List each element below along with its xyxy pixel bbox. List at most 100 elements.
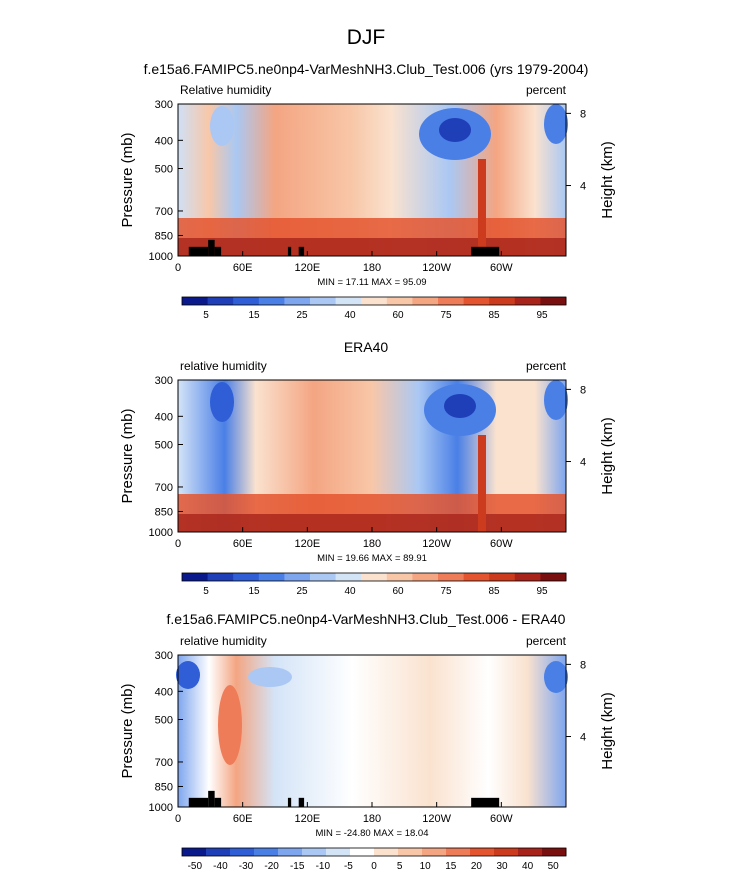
colorbar-swatch xyxy=(233,573,260,581)
colorbar-swatch xyxy=(302,848,327,856)
colorbar-label: -15 xyxy=(290,861,305,872)
colorbar-swatch xyxy=(310,573,337,581)
colorbar-swatch xyxy=(374,848,399,856)
neg-anomaly-2 xyxy=(248,667,292,687)
y-tick-label: 1000 xyxy=(149,802,173,814)
terrain-block xyxy=(214,797,222,807)
colorbar-label: 5 xyxy=(397,861,403,872)
colorbar-swatch xyxy=(254,848,279,856)
colorbar-swatch xyxy=(463,573,490,581)
colorbar-frame xyxy=(181,847,567,857)
units-label: percent xyxy=(526,359,567,373)
colorbar-label: -30 xyxy=(239,861,254,872)
colorbar-label: 15 xyxy=(445,861,457,872)
terrain-block xyxy=(471,797,500,807)
colorbar-label: -20 xyxy=(264,861,279,872)
y2-tick-label: 8 xyxy=(580,384,586,396)
panel-title: f.e15a6.FAMIPC5.ne0np4-VarMeshNH3.Club_T… xyxy=(144,61,589,77)
neg-anomaly xyxy=(176,661,200,689)
y2-tick-label: 8 xyxy=(580,659,586,671)
colorbar-swatch xyxy=(182,848,207,856)
colorbar-label: 40 xyxy=(344,586,356,597)
y2-tick-label: 4 xyxy=(580,181,586,193)
y2-axis-label: Height (km) xyxy=(599,141,616,219)
x-tick-label: 0 xyxy=(175,538,181,550)
dry-spot-east xyxy=(544,104,568,144)
colorbar-swatch xyxy=(386,573,413,581)
x-tick-label: 60E xyxy=(233,262,253,274)
colorbar-swatch xyxy=(350,848,375,856)
y2-axis-label: Height (km) xyxy=(599,417,616,495)
colorbar-label: 95 xyxy=(536,310,548,321)
colorbar-swatch xyxy=(335,573,362,581)
colorbar-swatch xyxy=(230,848,255,856)
colorbar-label: 30 xyxy=(496,861,508,872)
colorbar-label: 40 xyxy=(344,310,356,321)
dry-spot xyxy=(210,382,234,422)
colorbar-label: -5 xyxy=(344,861,353,872)
colorbar-swatch xyxy=(470,848,495,856)
colorbar-swatch xyxy=(310,297,337,305)
y-axis-label: Pressure (mb) xyxy=(119,132,136,227)
x-tick-label: 120E xyxy=(294,813,320,825)
x-tick-label: 60W xyxy=(490,813,513,825)
y-tick-label: 700 xyxy=(155,757,173,769)
y2-tick-label: 4 xyxy=(580,457,586,469)
colorbar-swatch xyxy=(326,848,351,856)
colorbar-swatch xyxy=(540,297,567,305)
colorbar-swatch xyxy=(540,573,567,581)
dry-spot-east xyxy=(544,380,568,420)
colorbar-label: -50 xyxy=(188,861,203,872)
colorbar-frame xyxy=(181,572,567,582)
y2-axis-label: Height (km) xyxy=(599,692,616,770)
min-max-stats: MIN = 19.66 MAX = 89.91 xyxy=(317,553,427,564)
min-max-stats: MIN = -24.80 MAX = 18.04 xyxy=(315,828,428,839)
x-tick-label: 0 xyxy=(175,813,181,825)
terrain-block xyxy=(208,239,215,256)
colorbar-label: 75 xyxy=(440,586,452,597)
colorbar-swatch xyxy=(422,848,447,856)
colorbar-swatch xyxy=(514,573,541,581)
colorbar-label: 50 xyxy=(548,861,560,872)
colorbar-label: 0 xyxy=(371,861,377,872)
colorbar-swatch xyxy=(438,297,465,305)
colorbar-label: 40 xyxy=(522,861,534,872)
y-tick-label: 1000 xyxy=(149,527,173,539)
y-tick-label: 850 xyxy=(155,506,173,518)
surface-moist-band xyxy=(178,514,566,532)
colorbar-swatch xyxy=(438,573,465,581)
colorbar-swatch xyxy=(284,573,311,581)
colorbar-frame xyxy=(181,296,567,306)
colorbar-label: 85 xyxy=(488,310,500,321)
colorbar-swatch xyxy=(489,573,516,581)
colorbar-swatch xyxy=(494,848,519,856)
colorbar-label: 85 xyxy=(488,586,500,597)
dry-core-inner xyxy=(439,118,471,142)
x-tick-label: 180 xyxy=(363,538,381,550)
neg-anomaly-east xyxy=(544,661,568,693)
colorbar-swatch xyxy=(182,297,209,305)
colorbar-label: 25 xyxy=(296,310,308,321)
x-tick-label: 0 xyxy=(175,262,181,274)
colorbar-label: 20 xyxy=(471,861,483,872)
colorbar-swatch xyxy=(518,848,543,856)
colorbar-label: 95 xyxy=(536,586,548,597)
colorbar-swatch xyxy=(412,573,439,581)
colorbar-swatch xyxy=(463,297,490,305)
y-tick-label: 700 xyxy=(155,206,173,218)
colorbar-swatch xyxy=(489,297,516,305)
x-tick-label: 60W xyxy=(490,262,513,274)
x-tick-label: 60W xyxy=(490,538,513,550)
colorbar-label: 10 xyxy=(420,861,432,872)
colorbar-swatch xyxy=(207,573,234,581)
x-tick-label: 120W xyxy=(422,262,451,274)
x-tick-label: 60E xyxy=(233,538,253,550)
min-max-stats: MIN = 17.11 MAX = 95.09 xyxy=(317,277,426,288)
x-tick-label: 180 xyxy=(363,813,381,825)
colorbar-label: 5 xyxy=(203,586,209,597)
y-tick-label: 700 xyxy=(155,482,173,494)
y-tick-label: 400 xyxy=(155,686,173,698)
y-tick-label: 300 xyxy=(155,99,173,111)
colorbar-label: 5 xyxy=(203,310,209,321)
